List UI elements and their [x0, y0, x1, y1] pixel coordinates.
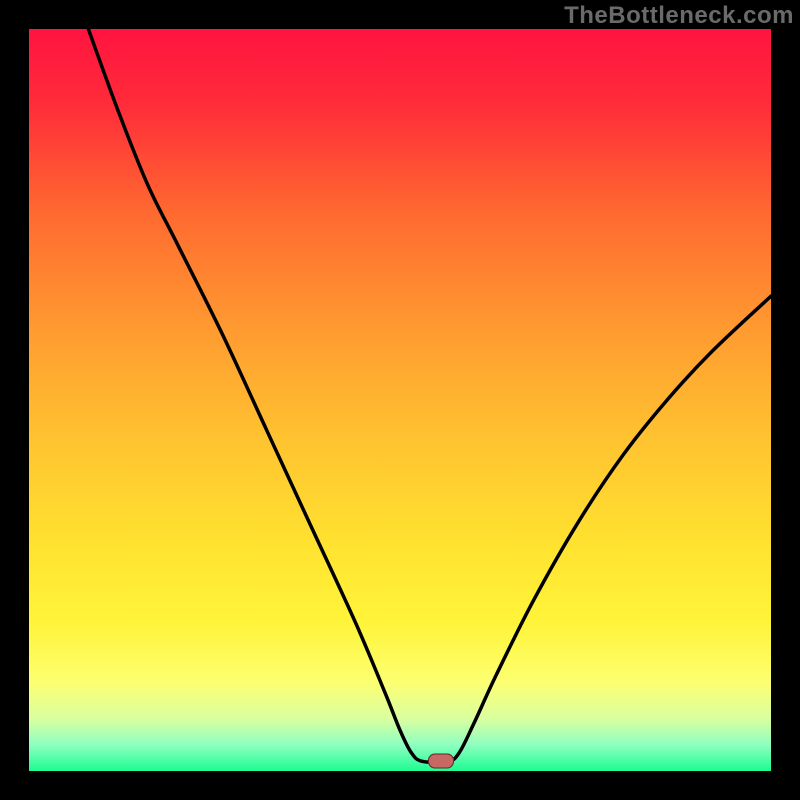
plot-frame — [29, 29, 771, 771]
bottleneck-curve — [29, 29, 771, 771]
optimal-point-marker — [428, 754, 454, 769]
watermark-text: TheBottleneck.com — [564, 2, 794, 30]
